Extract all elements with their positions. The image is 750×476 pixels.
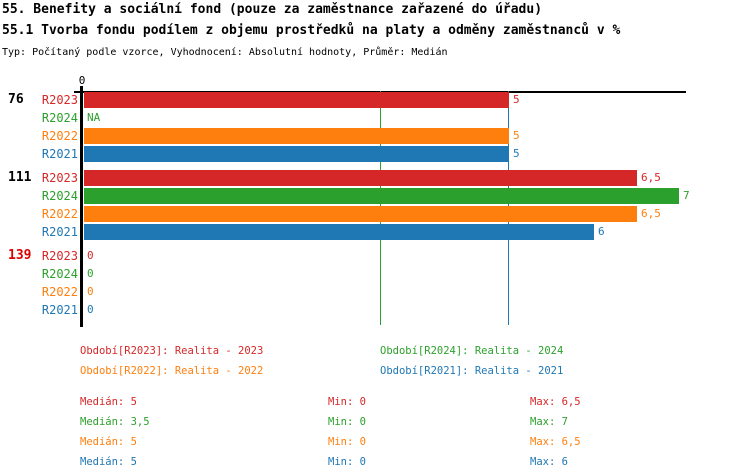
bar-value-label: 6,5: [641, 207, 661, 220]
stat-max-r2021: Max: 6: [530, 456, 568, 468]
report-meta: Typ: Počítaný podle vzorce, Vyhodnocení:…: [2, 47, 448, 58]
row-label-r2022: R2022: [41, 285, 78, 299]
bar-value-label: 6: [598, 225, 605, 238]
bar-value-label: 5: [513, 129, 520, 142]
group-label-76: 76: [8, 92, 24, 107]
bar-value-label: 7: [683, 189, 690, 202]
bar-r2024: [84, 188, 679, 204]
group-label-139: 139: [8, 248, 32, 263]
bar-r2023: [84, 92, 509, 108]
bar-value-label: 5: [513, 93, 520, 106]
row-label-r2024: R2024: [41, 189, 78, 203]
row-label-r2022: R2022: [41, 207, 78, 221]
stat-min-r2021: Min: 0: [328, 456, 366, 468]
stat-median-r2024: Medián: 3,5: [80, 416, 150, 428]
bar-r2022: [84, 128, 509, 144]
legend-item-r2021: Období[R2021]: Realita - 2021: [380, 365, 564, 377]
stat-median-r2022: Medián: 5: [80, 436, 137, 448]
stat-min-r2022: Min: 0: [328, 436, 366, 448]
stat-min-r2023: Min: 0: [328, 396, 366, 408]
row-label-r2023: R2023: [41, 249, 78, 263]
stat-max-r2024: Max: 7: [530, 416, 568, 428]
bar-r2022: [84, 206, 637, 222]
bar-value-label: 0: [87, 249, 94, 262]
row-label-r2021: R2021: [41, 147, 78, 161]
row-label-r2024: R2024: [41, 111, 78, 125]
row-label-r2024: R2024: [41, 267, 78, 281]
bar-value-label: 0: [87, 285, 94, 298]
row-label-r2021: R2021: [41, 303, 78, 317]
stat-min-r2024: Min: 0: [328, 416, 366, 428]
y-axis-line: [80, 86, 83, 327]
row-label-r2022: R2022: [41, 129, 78, 143]
report-subtitle: 55.1 Tvorba fondu podílem z objemu prost…: [2, 23, 621, 38]
stat-max-r2023: Max: 6,5: [530, 396, 581, 408]
bar-value-label: 0: [87, 303, 94, 316]
stat-max-r2022: Max: 6,5: [530, 436, 581, 448]
row-label-r2023: R2023: [41, 93, 78, 107]
legend-item-r2023: Období[R2023]: Realita - 2023: [80, 345, 264, 357]
stat-median-r2021: Medián: 5: [80, 456, 137, 468]
legend-item-r2022: Období[R2022]: Realita - 2022: [80, 365, 264, 377]
bar-r2021: [84, 146, 509, 162]
stat-median-r2023: Medián: 5: [80, 396, 137, 408]
bar-r2023: [84, 170, 637, 186]
bar-value-label: 6,5: [641, 171, 661, 184]
group-label-111: 111: [8, 170, 32, 185]
report-title: 55. Benefity a sociální fond (pouze za z…: [2, 2, 543, 17]
row-label-r2023: R2023: [41, 171, 78, 185]
legend-item-r2024: Období[R2024]: Realita - 2024: [380, 345, 564, 357]
bar-chart: 0 76 R2023 5 R2024 NA R2022 5 R2021 5 111 R2023 6,5…: [8, 74, 690, 327]
bar-value-label: 0: [87, 267, 94, 280]
x-axis-zero-tick-label: 0: [78, 74, 86, 87]
bar-value-label: NA: [87, 111, 101, 124]
row-label-r2021: R2021: [41, 225, 78, 239]
bar-value-label: 5: [513, 147, 520, 160]
bar-r2021: [84, 224, 594, 240]
